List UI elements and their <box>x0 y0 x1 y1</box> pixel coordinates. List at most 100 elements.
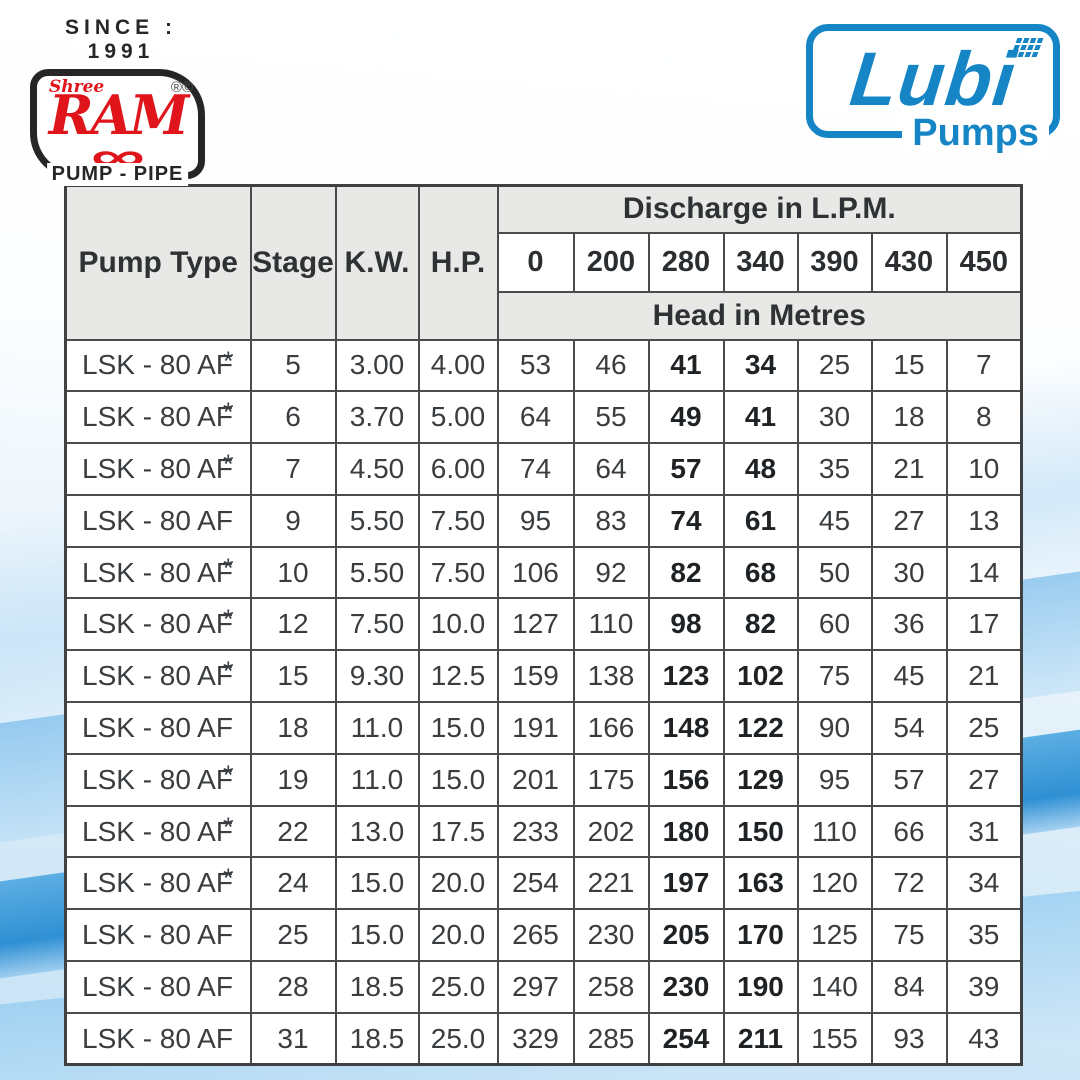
head-value-cell: 72 <box>870 856 948 911</box>
head-value-cell: 75 <box>796 649 873 704</box>
head-value-cell: 49 <box>647 390 725 445</box>
head-value-cell: 180 <box>647 804 725 859</box>
head-value-cell: 120 <box>796 856 873 911</box>
pump-type-label: LSK - 80 AF <box>82 504 233 536</box>
head-value-cell: 57 <box>647 442 725 496</box>
hp-cell: 15.0 <box>417 752 499 807</box>
head-value-cell: 265 <box>496 908 575 963</box>
head-value-cell: 125 <box>796 908 873 963</box>
head-value-cell: 27 <box>945 752 1023 807</box>
head-value-cell: 41 <box>722 390 799 445</box>
head-value-cell: 163 <box>722 856 799 911</box>
head-value-cell: 110 <box>572 597 650 652</box>
kw-cell: 15.0 <box>334 908 420 963</box>
head-value-cell: 36 <box>870 597 948 652</box>
pump-type-label: LSK - 80 AF <box>82 970 233 1002</box>
head-value-cell: 123 <box>647 649 725 704</box>
head-value-cell: 75 <box>870 908 948 963</box>
pump-type-star: * <box>222 604 234 635</box>
shree-label: Shree <box>49 77 105 97</box>
head-value-cell: 60 <box>796 597 873 652</box>
head-value-cell: 7 <box>945 338 1023 393</box>
pump-type-cell: LSK - 80 AF <box>64 493 252 548</box>
head-value-cell: 127 <box>496 597 575 652</box>
pump-type-cell: LSK - 80 AF * <box>64 338 252 393</box>
head-value-cell: 258 <box>572 960 650 1014</box>
discharge-value-header: 200 <box>572 231 650 293</box>
head-value-cell: 155 <box>796 1011 873 1066</box>
pump-type-cell: LSK - 80 AF * <box>64 545 252 600</box>
table-row: LSK - 80 AF 28 18.5 25.0 297 258 230 190… <box>64 960 1023 1014</box>
kw-cell: 4.50 <box>334 442 420 496</box>
discharge-value-header: 390 <box>796 231 873 293</box>
head-value-cell: 170 <box>722 908 799 963</box>
pump-type-star: * <box>222 863 234 894</box>
head-value-cell: 148 <box>647 701 725 755</box>
head-value-cell: 233 <box>496 804 575 859</box>
head-in-metres-header: Head in Metres <box>496 290 1023 341</box>
kw-cell: 7.50 <box>334 597 420 652</box>
kw-cell: 11.0 <box>334 701 420 755</box>
head-value-cell: 211 <box>722 1011 799 1066</box>
table-row: LSK - 80 AF * 12 7.50 10.0 127 110 98 82… <box>64 597 1023 652</box>
head-value-cell: 30 <box>870 545 948 600</box>
head-value-cell: 230 <box>572 908 650 963</box>
stage-cell: 22 <box>249 804 337 859</box>
head-value-cell: 138 <box>572 649 650 704</box>
head-value-cell: 190 <box>722 960 799 1014</box>
table-row: LSK - 80 AF 31 18.5 25.0 329 285 254 211… <box>64 1011 1023 1066</box>
head-value-cell: 8 <box>945 390 1023 445</box>
stage-cell: 25 <box>249 908 337 963</box>
head-value-cell: 57 <box>870 752 948 807</box>
head-value-cell: 43 <box>945 1011 1023 1066</box>
head-value-cell: 95 <box>496 493 575 548</box>
pump-type-label: LSK - 80 AF <box>82 452 233 484</box>
table-row: LSK - 80 AF * 24 15.0 20.0 254 221 197 1… <box>64 856 1023 911</box>
head-value-cell: 201 <box>496 752 575 807</box>
head-value-cell: 14 <box>945 545 1023 600</box>
table-row: LSK - 80 AF * 10 5.50 7.50 106 92 82 68 … <box>64 545 1023 600</box>
kw-cell: 9.30 <box>334 649 420 704</box>
pump-type-label: LSK - 80 AF <box>82 556 233 588</box>
kw-cell: 11.0 <box>334 752 420 807</box>
discharge-value-header: 0 <box>496 231 575 293</box>
pump-type-label: LSK - 80 AF <box>82 867 233 899</box>
discharge-value-header: 450 <box>945 231 1023 293</box>
lubi-logo-box: Lubi Pumps <box>806 24 1060 155</box>
pump-type-cell: LSK - 80 AF * <box>64 804 252 859</box>
head-value-cell: 129 <box>722 752 799 807</box>
kw-cell: 13.0 <box>334 804 420 859</box>
head-value-cell: 15 <box>870 338 948 393</box>
lubi-logo: Lubi Pumps <box>806 24 1060 155</box>
lubi-pumps-label: Pumps <box>902 112 1049 155</box>
kw-cell: 3.00 <box>334 338 420 393</box>
stage-cell: 18 <box>249 701 337 755</box>
kw-cell: 18.5 <box>334 960 420 1014</box>
pump-type-star: * <box>222 811 234 842</box>
kw-cell: 18.5 <box>334 1011 420 1066</box>
table-row: LSK - 80 AF * 19 11.0 15.0 201 175 156 1… <box>64 752 1023 807</box>
head-value-cell: 98 <box>647 597 725 652</box>
head-value-cell: 329 <box>496 1011 575 1066</box>
head-value-cell: 106 <box>496 545 575 600</box>
pump-type-label: LSK - 80 AF <box>82 349 233 381</box>
hp-cell: 5.00 <box>417 390 499 445</box>
head-value-cell: 197 <box>647 856 725 911</box>
table-row: LSK - 80 AF * 7 4.50 6.00 74 64 57 48 35… <box>64 442 1023 496</box>
head-value-cell: 92 <box>572 545 650 600</box>
head-value-cell: 25 <box>945 701 1023 755</box>
table-row: LSK - 80 AF 25 15.0 20.0 265 230 205 170… <box>64 908 1023 963</box>
head-value-cell: 25 <box>796 338 873 393</box>
head-value-cell: 54 <box>870 701 948 755</box>
head-value-cell: 205 <box>647 908 725 963</box>
table-body: LSK - 80 AF * 5 3.00 4.00 53 46 41 34 25… <box>64 338 1023 1066</box>
pump-type-star: * <box>222 345 234 376</box>
pump-type-star: * <box>222 449 234 480</box>
hp-cell: 10.0 <box>417 597 499 652</box>
head-value-cell: 83 <box>572 493 650 548</box>
hp-cell: 15.0 <box>417 701 499 755</box>
head-value-cell: 41 <box>647 338 725 393</box>
stage-cell: 5 <box>249 338 337 393</box>
head-value-cell: 74 <box>496 442 575 496</box>
